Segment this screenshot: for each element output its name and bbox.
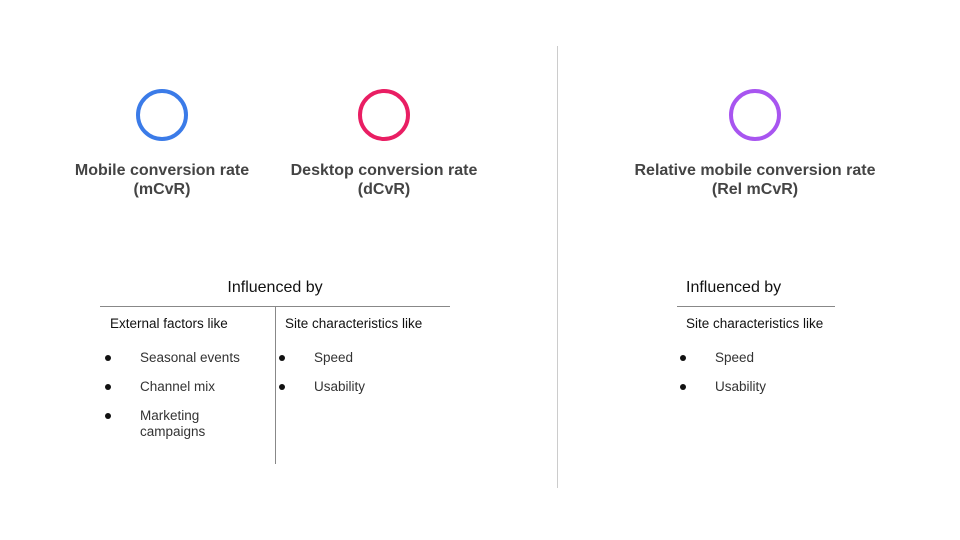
mobile-circle-icon [136,89,188,141]
column-header-site: Site characteristics like [285,316,423,331]
metric-abbr: (Rel mCvR) [711,181,799,198]
list-item: Channel mix [105,379,254,395]
metric-title: Desktop conversion rate [290,162,478,179]
list-item: Seasonal events [105,350,254,366]
bullet-icon [680,384,686,390]
bullet-icon [279,384,285,390]
right-heading-rule [677,306,835,307]
list-item: Speed [279,350,428,366]
bullet-icon [105,384,111,390]
left-influenced-heading: Influenced by [227,279,323,296]
right-site-characteristics-list: Speed Usability [680,350,829,408]
metric-abbr: (dCvR) [357,181,411,198]
metric-abbr: (mCvR) [133,181,191,198]
external-factors-list: Seasonal events Channel mix Marketing ca… [105,350,254,453]
list-item: Usability [279,379,428,395]
site-characteristics-list: Speed Usability [279,350,428,408]
bullet-icon [279,355,285,361]
relative-circle-icon [729,89,781,141]
column-header-site-right: Site characteristics like [686,316,824,331]
list-item: Marketing campaigns [105,408,220,440]
list-item: Speed [680,350,829,366]
desktop-circle-icon [358,89,410,141]
bullet-icon [680,355,686,361]
column-header-external: External factors like [110,316,228,331]
metric-relative: Relative mobile conversion rate (Rel mCv… [625,161,885,199]
bullet-icon [105,355,111,361]
metric-title: Relative mobile conversion rate [634,162,876,179]
left-column-divider [275,306,276,464]
right-influenced-heading: Influenced by [686,279,782,296]
metric-title: Mobile conversion rate [74,162,250,179]
section-divider [557,46,558,488]
bullet-icon [105,413,111,419]
metric-desktop: Desktop conversion rate (dCvR) [254,161,514,199]
list-item: Usability [680,379,829,395]
metric-mobile: Mobile conversion rate (mCvR) [32,161,292,199]
